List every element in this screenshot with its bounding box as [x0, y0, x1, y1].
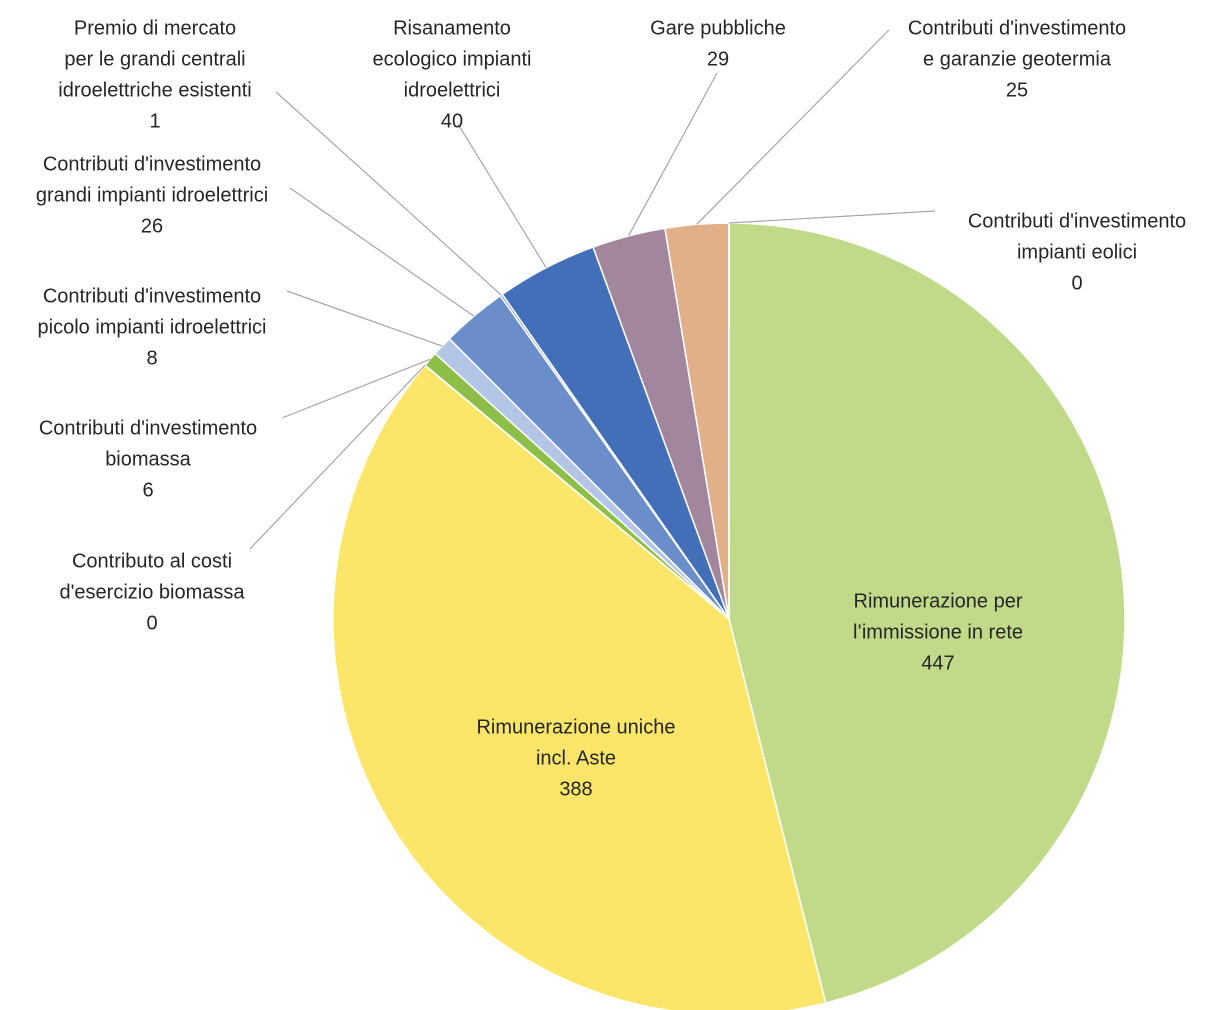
leader-line-risanamento-ecologico-impianti-idroelettrici [457, 123, 547, 269]
slice-category-label: Contributi d'investimento [39, 418, 257, 440]
slice-value-label: 0 [146, 613, 157, 635]
slice-category-label: Rimunerazione uniche [476, 717, 675, 739]
leader-line-contributi-d-investimento-biomassa [281, 358, 431, 419]
slice-rimunerazione-uniche-incl-aste [332, 364, 827, 1010]
slice-value-label: 6 [142, 480, 153, 502]
data-label-contributi-d-investimento-biomassa: Contributi d'investimento biomassa 6 [39, 418, 257, 502]
slice-value-label: 388 [559, 779, 592, 801]
slice-category-label: Risanamento [393, 18, 511, 40]
slice-category-label: ecologico impianti [373, 49, 532, 71]
slice-category-label: Premio di mercato [74, 18, 236, 40]
slice-category-label: Gare pubbliche [650, 18, 786, 40]
leader-line-contributo-al-costi-d-esercizio-biomassa [249, 364, 426, 550]
data-label-premio-di-mercato-per-le-grandi-centrali-idroelettriche-esistenti: Premio di mercato per le grandi centrali i… [58, 18, 251, 133]
data-label-rimunerazione-per-l-immissione-in-rete: Rimunerazione per l’immissione in rete 447 [853, 591, 1023, 675]
pie-slices [332, 222, 1126, 1010]
data-label-contributo-al-costi-d-esercizio-biomassa: Contributo al costi d'esercizio biomassa 0 [59, 551, 245, 635]
leader-lines [249, 29, 936, 550]
slice-value-label: 447 [921, 653, 954, 675]
slice-category-label: e garanzie geotermia [923, 49, 1112, 71]
data-label-gare-pubbliche: Gare pubbliche 29 [650, 18, 786, 71]
leader-line-gare-pubbliche [628, 72, 718, 237]
slice-category-label: per le grandi centrali [64, 49, 245, 71]
leader-line-contributi-d-investimento-impianti-eolici [728, 210, 936, 224]
slice-value-label: 25 [1006, 80, 1028, 102]
slice-category-label: idroelettriche esistenti [58, 80, 251, 102]
leader-line-contributi-d-investimento-e-garanzie-geotermia [696, 29, 890, 225]
data-label-rimunerazione-uniche-incl-aste: Rimunerazione uniche incl. Aste 388 [476, 717, 675, 801]
slice-category-label: Contributi d'investimento [43, 286, 261, 308]
slice-category-label: incl. Aste [536, 748, 616, 770]
data-label-risanamento-ecologico-impianti-idroelettrici: Risanamento ecologico impianti idroelettri… [373, 18, 532, 133]
data-label-contributi-d-investimento-impianti-eolici: Contributi d'investimento impianti eolici… [968, 211, 1186, 295]
leader-line-premio-di-mercato-per-le-grandi-centrali-idroelettriche-esistenti [275, 91, 502, 296]
slice-value-label: 1 [149, 111, 160, 133]
data-label-contributi-d-investimento-grandi-impianti-idroelettrici: Contributi d'investimento grandi impianti… [36, 154, 268, 238]
data-label-contributi-d-investimento-picolo-impianti-idroelettrici: Contributi d'investimento picolo impianti… [38, 286, 267, 370]
slice-category-label: d'esercizio biomassa [59, 582, 245, 604]
slice-category-label: picolo impianti idroelettrici [38, 317, 267, 339]
slice-value-label: 8 [146, 348, 157, 370]
slice-category-label: Contributo al costi [72, 551, 232, 573]
data-labels: Rimunerazione per l’immissione in rete 447… [36, 18, 1186, 801]
slice-value-label: 0 [1071, 273, 1082, 295]
slice-category-label: biomassa [105, 449, 191, 471]
slice-category-label: Rimunerazione per [854, 591, 1023, 613]
slice-category-label: impianti eolici [1017, 242, 1137, 264]
slice-category-label: Contributi d'investimento [908, 18, 1126, 40]
slice-category-label: grandi impianti idroelettrici [36, 185, 268, 207]
leader-line-contributi-d-investimento-picolo-impianti-idroelettrici [286, 290, 443, 347]
slice-category-label: idroelettrici [404, 80, 501, 102]
slice-category-label: l’immissione in rete [853, 622, 1023, 644]
slice-value-label: 26 [141, 216, 163, 238]
slice-value-label: 29 [707, 49, 729, 71]
data-label-contributi-d-investimento-e-garanzie-geotermia: Contributi d'investimento e garanzie geot… [908, 18, 1126, 102]
slice-value-label: 40 [441, 111, 463, 133]
leader-line-contributi-d-investimento-grandi-impianti-idroelettrici [289, 187, 475, 317]
slice-rimunerazione-per-l-immissione-in-rete [728, 222, 1126, 1004]
slice-category-label: Contributi d'investimento [43, 154, 261, 176]
slice-category-label: Contributi d'investimento [968, 211, 1186, 233]
